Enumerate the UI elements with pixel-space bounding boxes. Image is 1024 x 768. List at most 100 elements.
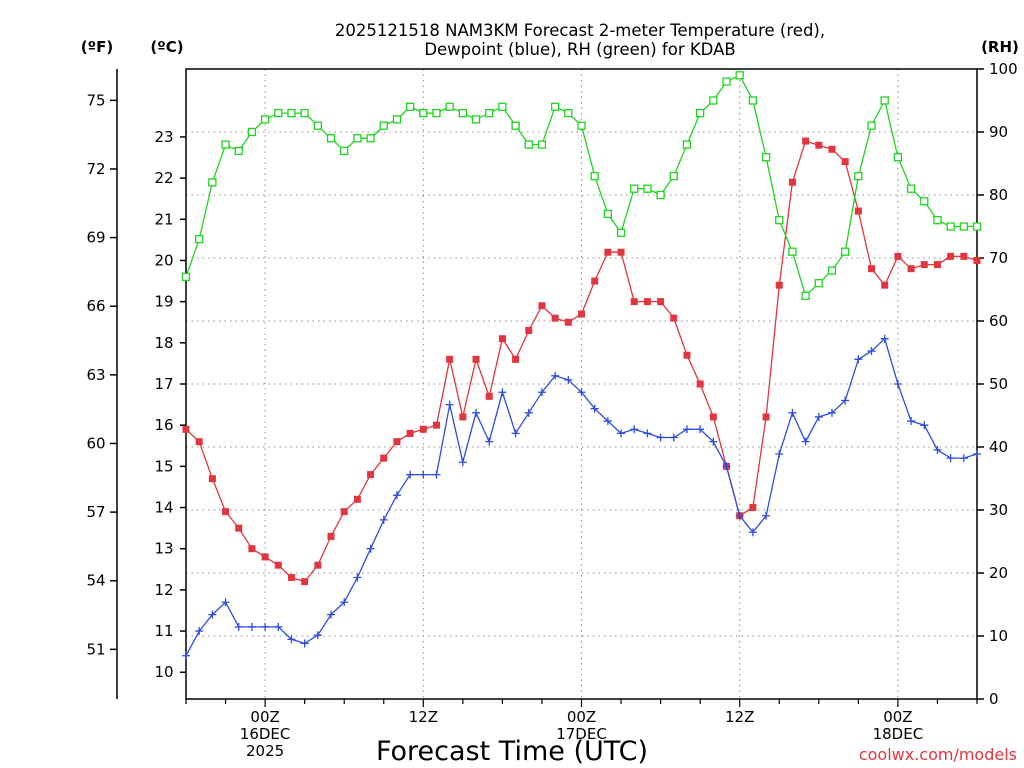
rh-tick-label: 60 [989, 312, 1008, 330]
rh-tick-label: 50 [989, 375, 1008, 393]
data-point [511, 429, 520, 438]
data-point [432, 470, 441, 479]
data-point [630, 184, 639, 193]
data-point [498, 335, 506, 343]
data-point [524, 140, 533, 149]
data-point [682, 425, 691, 434]
data-point [630, 425, 639, 434]
data-point [748, 528, 757, 537]
data-point [511, 121, 520, 130]
data-point [274, 561, 282, 569]
chart-title: 2025121518 NAM3KM Forecast 2-meter Tempe… [335, 21, 825, 40]
data-point [182, 651, 190, 660]
data-point [181, 272, 191, 282]
data-point [894, 252, 902, 260]
data-point [920, 261, 928, 269]
data-point [973, 256, 981, 264]
series [181, 71, 982, 660]
data-point [300, 108, 309, 118]
data-point [590, 171, 599, 181]
rh-tick-label: 30 [989, 501, 1008, 519]
data-point [432, 108, 441, 118]
time-tick-label: 18DEC [873, 725, 924, 743]
rh-axis-unit: (RH) [981, 38, 1019, 56]
celsius-tick-label: 23 [154, 128, 173, 146]
celsius-tick-label: 18 [154, 334, 173, 352]
data-point [314, 561, 322, 569]
fahrenheit-tick-label: 51 [86, 640, 105, 658]
series-dewpoint [182, 334, 981, 660]
data-point [696, 108, 705, 118]
celsius-tick-label: 11 [154, 622, 173, 640]
data-point [564, 375, 573, 384]
data-point [643, 184, 652, 193]
data-point [379, 121, 388, 130]
data-point [458, 458, 467, 467]
data-point [669, 171, 678, 181]
rh-tick-label: 10 [989, 627, 1008, 645]
celsius-tick-label: 19 [154, 293, 173, 311]
data-point [353, 573, 362, 582]
time-tick-label: 16DEC [240, 725, 291, 743]
fahrenheit-tick-label: 75 [86, 91, 105, 109]
data-point [933, 216, 942, 225]
time-tick-label: 00Z [567, 708, 596, 726]
data-point [867, 347, 876, 356]
data-point [788, 247, 797, 256]
data-point [471, 115, 481, 124]
data-point [578, 310, 585, 318]
celsius-tick-label: 15 [154, 457, 173, 475]
celsius-tick-label: 13 [154, 540, 173, 558]
data-point [458, 108, 468, 118]
data-point [366, 544, 375, 553]
data-point [735, 511, 744, 520]
data-point [762, 511, 771, 520]
time-tick-label: 17DEC [556, 725, 607, 743]
data-point [445, 102, 454, 111]
data-point [907, 417, 916, 426]
data-point [775, 450, 784, 458]
data-point [604, 248, 612, 256]
data-point [775, 281, 783, 289]
data-point [340, 508, 348, 516]
data-point [959, 454, 968, 463]
data-point [854, 355, 863, 364]
data-point [247, 622, 256, 631]
data-point [234, 146, 243, 156]
data-point [366, 134, 375, 143]
data-point [287, 635, 296, 644]
data-point [761, 153, 771, 162]
data-point [788, 178, 796, 186]
data-point [393, 438, 401, 446]
data-point [367, 471, 375, 479]
data-point [537, 140, 547, 149]
data-point [195, 627, 204, 636]
data-point [287, 108, 296, 118]
rh-tick-label: 100 [989, 60, 1018, 78]
data-point [406, 470, 415, 479]
data-point [432, 421, 440, 429]
data-point [630, 298, 638, 306]
data-point [683, 351, 691, 359]
data-point [564, 318, 572, 326]
data-point [762, 413, 770, 421]
celsius-tick-label: 16 [154, 416, 173, 434]
data-point [696, 380, 704, 388]
rh-tick-label: 40 [989, 438, 1008, 456]
data-point [722, 77, 731, 86]
data-point [550, 102, 560, 111]
data-point [313, 631, 322, 640]
data-point [445, 400, 454, 409]
data-point [880, 334, 889, 343]
time-tick-label: 2025 [246, 742, 284, 760]
data-point [841, 247, 850, 256]
data-point [907, 265, 915, 273]
data-point [235, 524, 243, 532]
data-point [788, 408, 797, 417]
data-point [392, 491, 401, 500]
data-point [274, 108, 283, 118]
data-point [709, 413, 717, 421]
data-point [419, 425, 427, 433]
data-point [300, 639, 309, 648]
data-point [524, 408, 533, 417]
